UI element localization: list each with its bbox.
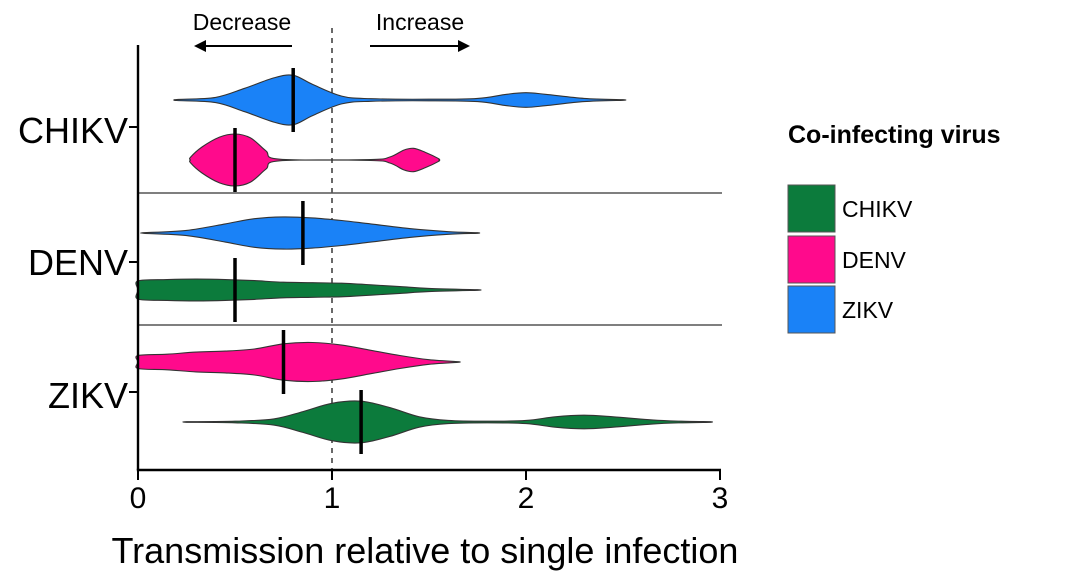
x-axis-title: Transmission relative to single infectio… xyxy=(112,530,739,571)
group-label-chikv: CHIKV xyxy=(18,110,128,151)
violin-chikv-zikv xyxy=(173,74,627,126)
x-tick-label: 3 xyxy=(712,482,729,515)
increase-arrow-icon xyxy=(458,40,470,52)
group-label-denv: DENV xyxy=(28,242,128,283)
legend-label-zikv: ZIKV xyxy=(842,297,894,323)
increase-label: Increase xyxy=(376,9,464,35)
violin-denv-chikv xyxy=(135,278,482,302)
group-label-zikv: ZIKV xyxy=(48,375,128,416)
legend-label-chikv: CHIKV xyxy=(842,196,913,222)
legend-swatch-denv xyxy=(787,235,836,284)
violin-denv-zikv xyxy=(140,216,481,250)
violin-zikv-chikv xyxy=(182,400,714,444)
x-tick-label: 2 xyxy=(518,482,535,515)
violin-zikv-denv xyxy=(135,341,461,383)
legend-swatch-zikv xyxy=(787,285,836,334)
decrease-label: Decrease xyxy=(193,9,291,35)
violin-chikv-denv xyxy=(188,133,441,187)
x-tick-label: 1 xyxy=(324,482,341,515)
legend-label-denv: DENV xyxy=(842,247,907,273)
legend-swatch-chikv xyxy=(787,184,836,233)
decrease-arrow-icon xyxy=(194,40,206,52)
x-tick-label: 0 xyxy=(130,482,147,515)
legend-title: Co-infecting virus xyxy=(788,121,1001,149)
